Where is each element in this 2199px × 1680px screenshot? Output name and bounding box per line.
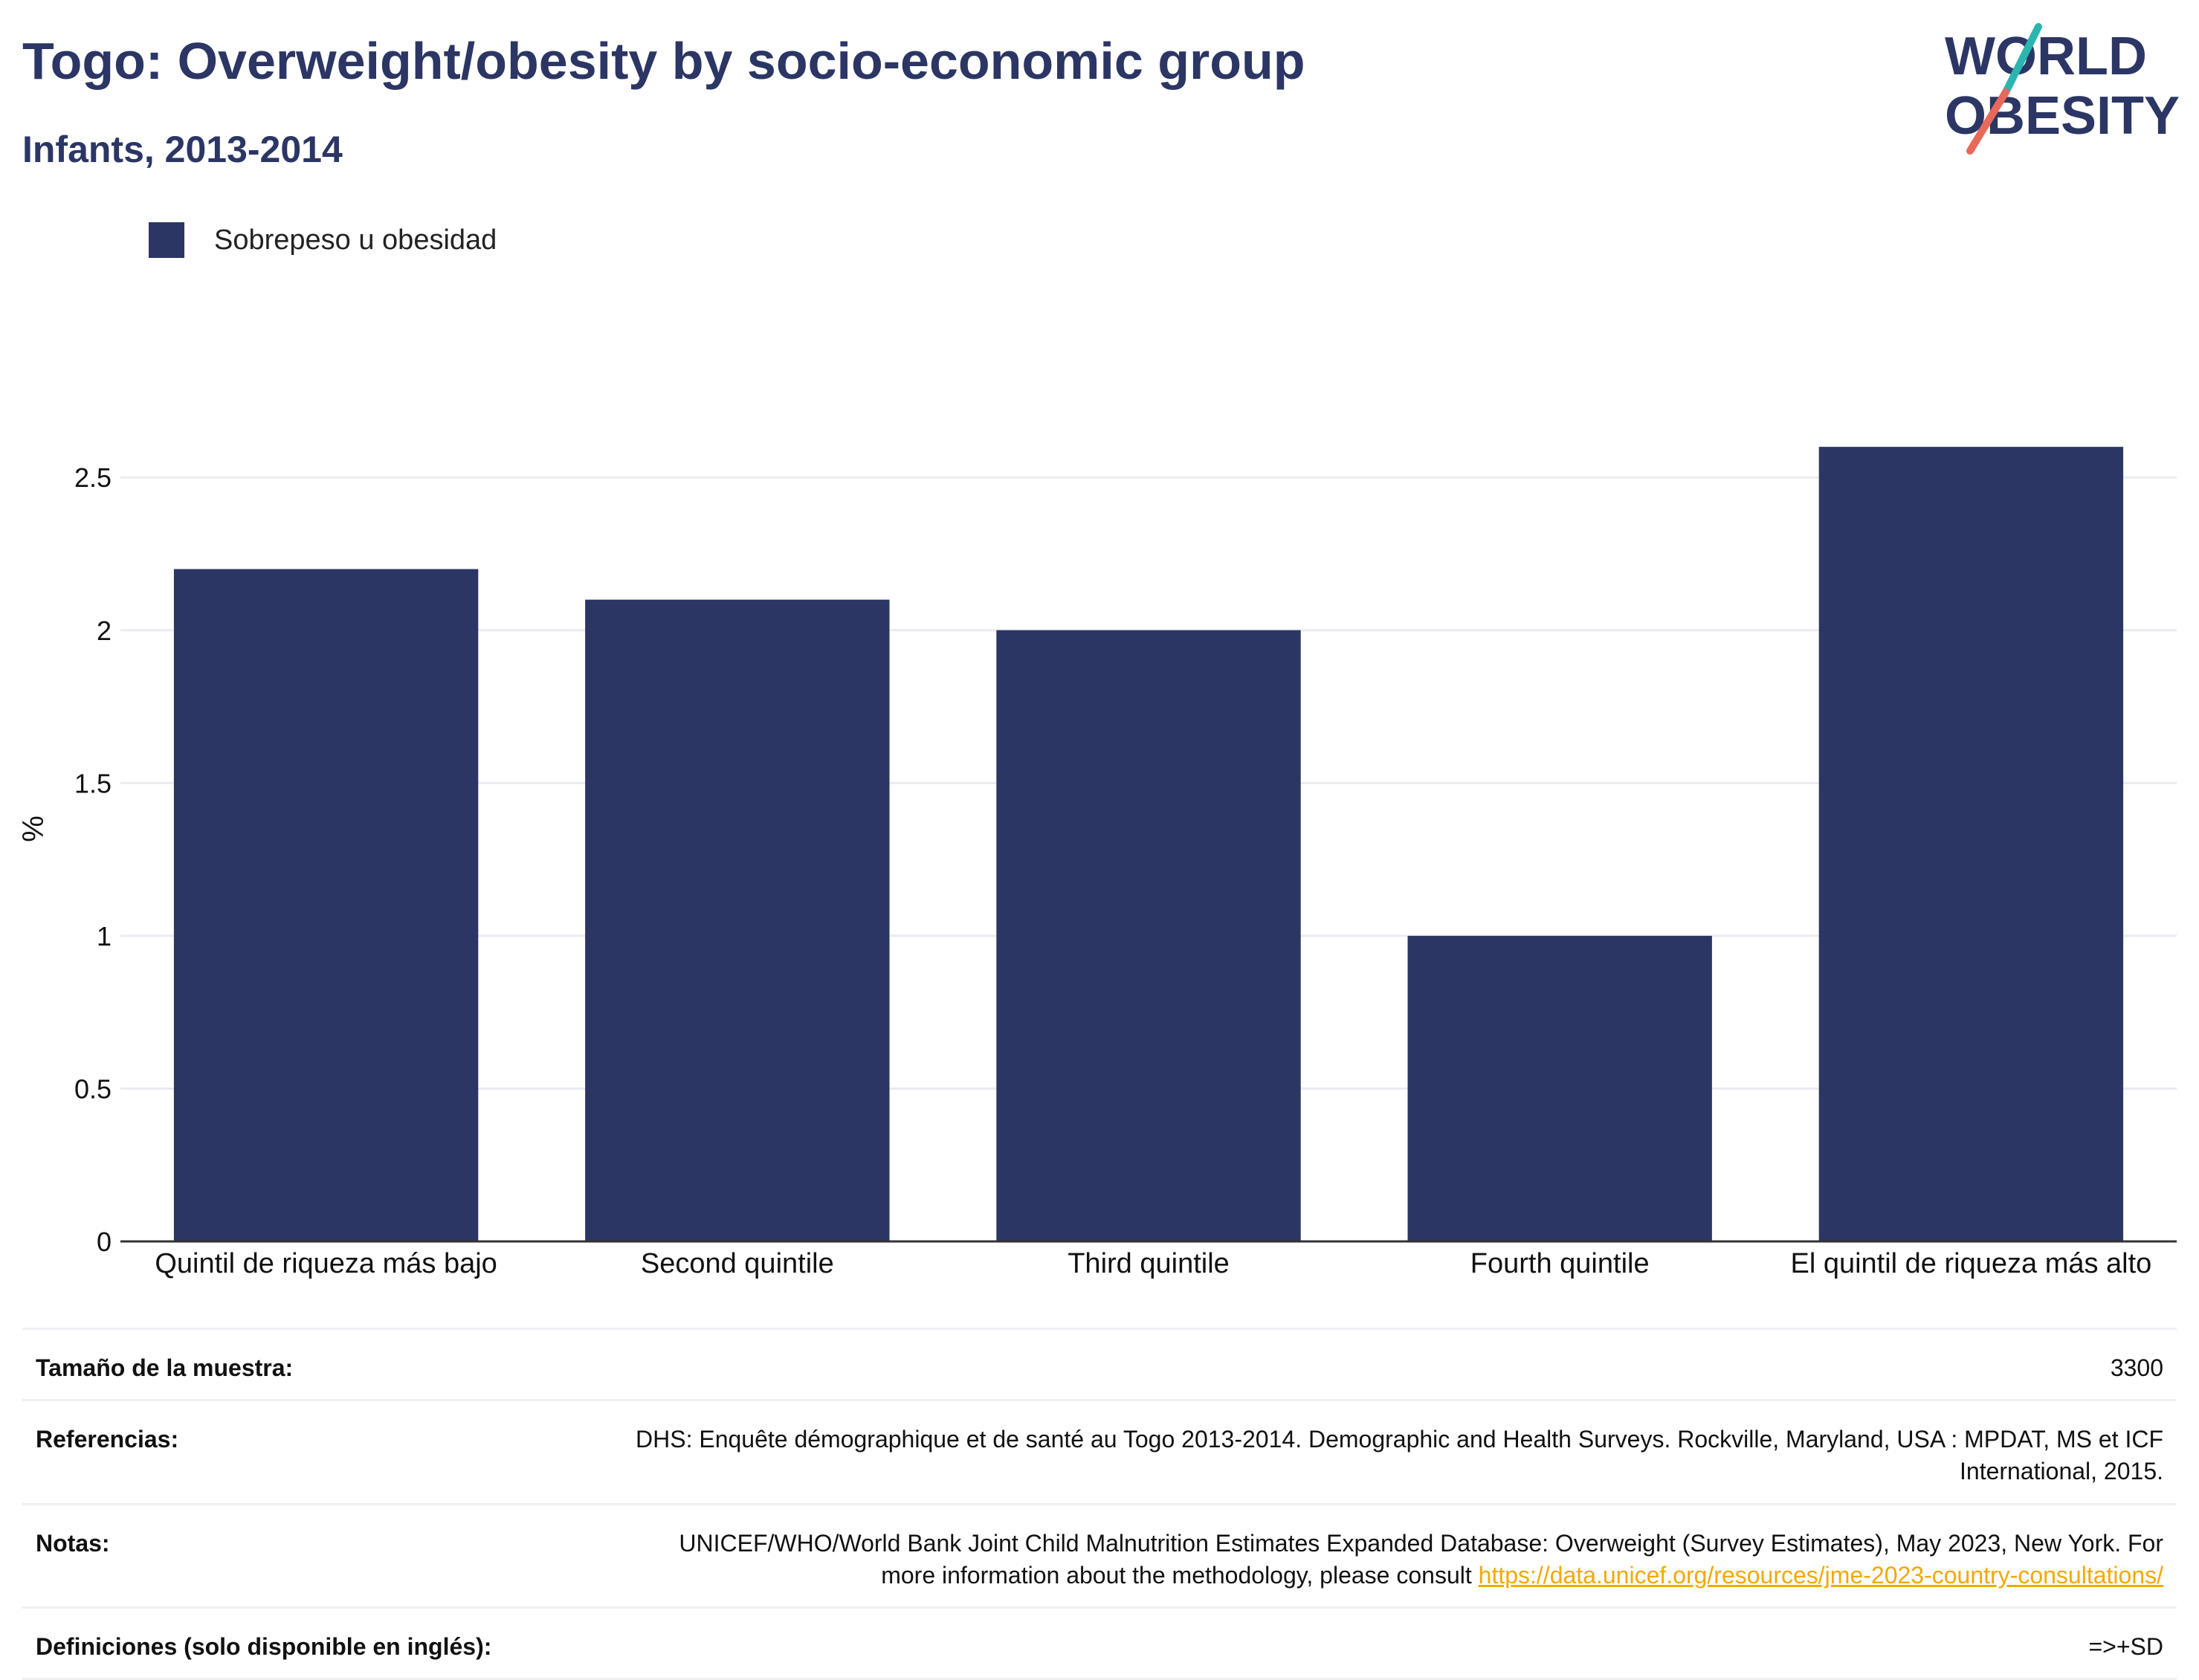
- bar[interactable]: [1407, 935, 1712, 1241]
- definitions-value: =>+SD: [614, 1606, 2177, 1680]
- logo-slash-teal: [2002, 23, 2042, 96]
- chart-title: Togo: Overweight/obesity by socio-econom…: [22, 32, 1305, 90]
- x-tick-labels: Quintil de riqueza más bajo Second quinti…: [155, 1248, 2151, 1279]
- y-axis-label: %: [17, 815, 50, 842]
- x-tick-label: Third quintile: [1068, 1248, 1230, 1279]
- legend-label: Sobrepeso u obesidad: [214, 224, 497, 256]
- logo-slash-red: [1966, 88, 2009, 155]
- x-tick-label: Fourth quintile: [1470, 1248, 1650, 1279]
- references-value: DHS: Enquête démographique et de santé a…: [614, 1399, 2177, 1505]
- references-label: Referencias:: [22, 1399, 614, 1505]
- chart-legend[interactable]: Sobrepeso u obesidad: [149, 220, 497, 260]
- chart-subtitle: Infants, 2013-2014: [22, 129, 343, 170]
- x-tick-label: Quintil de riqueza más bajo: [155, 1248, 497, 1279]
- sample-size-row: Tamaño de la muestra: 3300: [22, 1327, 2177, 1400]
- y-tick-label: 0.5: [74, 1073, 112, 1104]
- sample-size-value: 3300: [614, 1327, 2177, 1400]
- y-tick-label: 0: [97, 1227, 112, 1257]
- bar[interactable]: [1818, 447, 2124, 1241]
- legend-swatch: [149, 222, 184, 258]
- definitions-row: Definiciones (solo disponible en inglés)…: [22, 1606, 2177, 1680]
- references-row: Referencias: DHS: Enquête démographique …: [22, 1399, 2177, 1505]
- y-tick-label: 2.5: [74, 462, 112, 493]
- y-tick-label: 2: [97, 616, 112, 646]
- y-tick-labels: 0 0.5 1 1.5 2 2.5: [74, 462, 112, 1257]
- logo-word-obesity: OBESITY: [1945, 86, 2180, 146]
- bar[interactable]: [173, 569, 479, 1241]
- bar[interactable]: [996, 630, 1301, 1241]
- notes-value: UNICEF/WHO/World Bank Joint Child Malnut…: [679, 1529, 2163, 1589]
- logo-word-world: WORLD: [1945, 27, 2147, 86]
- methodology-link[interactable]: https://data.unicef.org/resources/jme-20…: [1478, 1561, 2163, 1589]
- notes-label: Notas:: [22, 1502, 614, 1608]
- notes-row: Notas: UNICEF/WHO/World Bank Joint Child…: [22, 1502, 2177, 1608]
- x-tick-label: El quintil de riqueza más alto: [1790, 1248, 2151, 1279]
- notes-cell: UNICEF/WHO/World Bank Joint Child Malnut…: [614, 1502, 2177, 1608]
- bar[interactable]: [585, 599, 890, 1241]
- bars: [173, 447, 2124, 1241]
- x-tick-label: Second quintile: [641, 1248, 834, 1279]
- y-tick-label: 1: [97, 921, 112, 952]
- sample-size-label: Tamaño de la muestra:: [22, 1327, 614, 1400]
- bar-chart: 0 0.5 1 1.5 2 2.5 Quintil de riqueza más bajo…: [17, 447, 2177, 1279]
- world-obesity-logo: WORLD OBESITY: [1945, 23, 2180, 155]
- info-table: Tamaño de la muestra: 3300 Referencias: …: [22, 1327, 2177, 1680]
- y-tick-label: 1.5: [74, 768, 112, 798]
- definitions-label: Definiciones (solo disponible en inglés)…: [22, 1606, 614, 1680]
